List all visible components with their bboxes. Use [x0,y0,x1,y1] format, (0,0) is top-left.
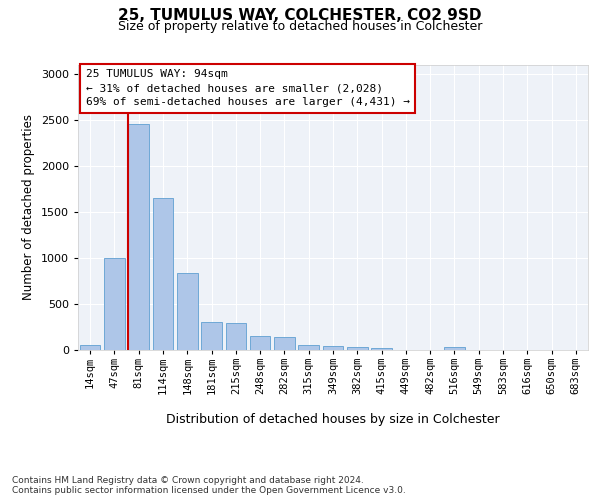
Bar [177,273,197,350]
Text: 25 TUMULUS WAY: 94sqm
← 31% of detached houses are smaller (2,028)
69% of semi-d: 25 TUMULUS WAY: 94sqm ← 31% of detached … [86,70,410,108]
Bar [347,347,368,350]
Bar [128,124,149,350]
Bar [201,322,222,350]
Bar [80,345,100,350]
Bar [226,324,246,350]
Bar [250,336,271,350]
Bar [298,345,319,350]
Text: Size of property relative to detached houses in Colchester: Size of property relative to detached ho… [118,20,482,33]
Bar [274,336,295,350]
Text: Distribution of detached houses by size in Colchester: Distribution of detached houses by size … [166,412,500,426]
Bar [323,346,343,350]
Bar [371,348,392,350]
Y-axis label: Number of detached properties: Number of detached properties [22,114,35,300]
Bar [444,347,465,350]
Text: Contains HM Land Registry data © Crown copyright and database right 2024.
Contai: Contains HM Land Registry data © Crown c… [12,476,406,495]
Bar [104,258,125,350]
Bar [152,198,173,350]
Text: 25, TUMULUS WAY, COLCHESTER, CO2 9SD: 25, TUMULUS WAY, COLCHESTER, CO2 9SD [118,8,482,22]
